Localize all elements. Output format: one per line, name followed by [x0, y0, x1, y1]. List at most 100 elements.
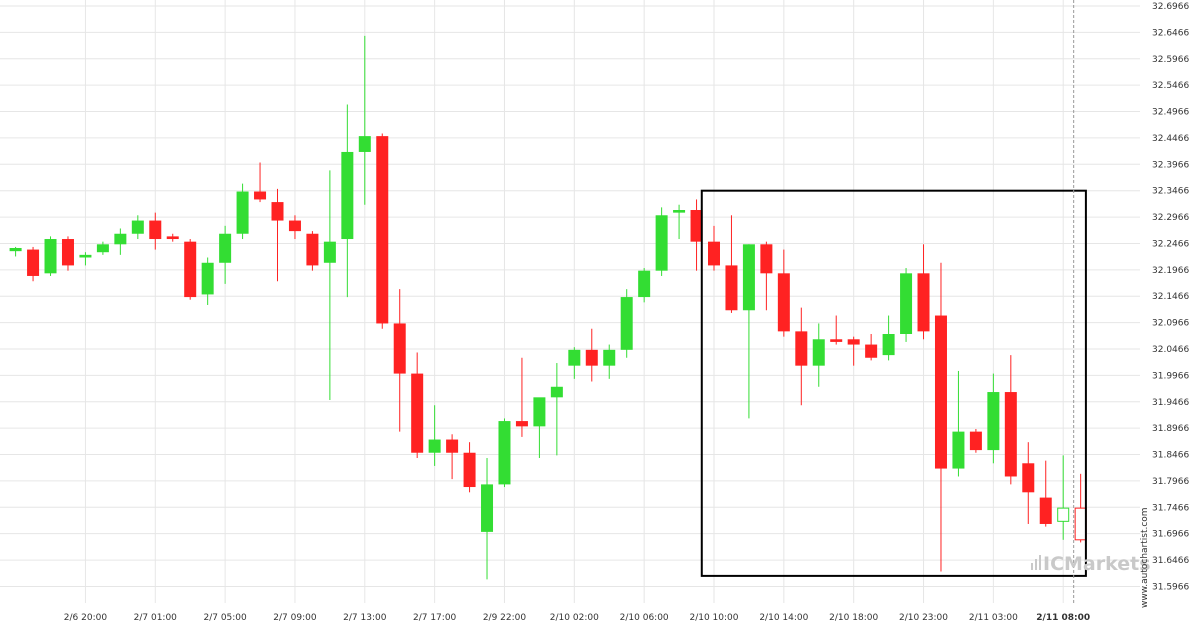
candle [568, 347, 581, 379]
candle-body [341, 151, 354, 240]
candle [708, 225, 720, 271]
x-tick-label: 2/7 09:00 [273, 613, 317, 623]
candle [271, 188, 284, 282]
y-tick-label: 32.0966 [1152, 319, 1189, 329]
watermark-bar-1 [1031, 563, 1033, 570]
y-tick-label: 32.3466 [1152, 187, 1189, 197]
candle-body [708, 241, 720, 266]
candle-body [638, 270, 651, 298]
y-tick-label: 32.6466 [1152, 28, 1189, 38]
y-tick-label: 32.4466 [1152, 134, 1189, 144]
candle [987, 373, 1000, 464]
candle [969, 428, 982, 453]
pattern-box [700, 189, 1087, 577]
y-tick-label: 31.7466 [1152, 503, 1189, 513]
candle-body [655, 215, 668, 271]
candle [760, 241, 773, 311]
candle-body [288, 220, 301, 232]
y-tick-label: 31.8466 [1152, 451, 1189, 461]
y-tick-label: 32.3966 [1152, 160, 1189, 170]
candle [376, 133, 389, 329]
x-tick-label: 2/10 06:00 [620, 613, 669, 623]
candle [219, 225, 232, 284]
candle-body [917, 273, 930, 332]
candle [690, 199, 703, 271]
x-tick-label: 2/7 17:00 [413, 613, 457, 623]
candle-body [393, 323, 406, 374]
candle [323, 170, 336, 400]
candle [934, 262, 947, 572]
x-tick-label: 2/11 03:00 [969, 613, 1018, 623]
candle-body [271, 202, 284, 221]
y-tick-label: 32.5966 [1152, 55, 1189, 65]
candle [673, 204, 686, 240]
candle-body [481, 484, 494, 532]
candle-body [44, 239, 57, 274]
candle-body [9, 247, 22, 252]
y-tick-label: 31.8966 [1152, 424, 1189, 434]
candle [620, 289, 633, 358]
candle [96, 241, 109, 255]
candle [463, 442, 476, 493]
candle [481, 458, 494, 580]
x-tick-label: 2/10 23:00 [899, 613, 948, 623]
x-tick-label: 2/10 10:00 [689, 613, 738, 623]
candle-body [323, 241, 336, 263]
pattern-overlay [700, 0, 1087, 603]
candle [254, 162, 267, 203]
candle-body [742, 244, 755, 311]
y-tick-label: 31.9466 [1152, 398, 1189, 408]
candle-body [358, 136, 371, 152]
candle-body [812, 339, 825, 366]
candle-body [795, 331, 808, 366]
y-tick-label: 32.2966 [1152, 213, 1189, 223]
candle [533, 397, 546, 459]
candle [882, 315, 895, 361]
candle [446, 434, 459, 480]
candle [847, 336, 860, 366]
candle [1057, 455, 1070, 540]
candle [812, 323, 825, 387]
candle [1004, 355, 1017, 485]
candle-body [934, 315, 947, 469]
candle-body [166, 236, 179, 240]
candle [795, 307, 808, 406]
candle [1039, 460, 1052, 527]
candle [498, 418, 511, 488]
watermark-brand-text: ICMarkets [1043, 553, 1151, 575]
candle [742, 244, 755, 419]
source-label: www.autochartist.com [1140, 507, 1150, 608]
candle [952, 370, 965, 477]
candle [725, 215, 738, 313]
candle-body [254, 191, 267, 200]
candle-body [96, 244, 109, 253]
candle-body [27, 249, 40, 276]
y-tick-label: 31.5966 [1152, 582, 1189, 592]
candle-body [777, 273, 790, 332]
y-tick-label: 32.0466 [1152, 345, 1189, 355]
candle [61, 236, 74, 271]
watermark-bar-2 [1035, 559, 1037, 570]
candle [44, 236, 57, 276]
candle [411, 352, 424, 459]
candle-body [515, 421, 528, 427]
candle-body [882, 334, 895, 356]
candle [550, 363, 563, 456]
candle [777, 249, 790, 337]
candle-body [690, 210, 703, 242]
candle-body [1074, 507, 1087, 541]
candle [900, 268, 913, 342]
candle-body [725, 265, 738, 311]
x-tick-label: 2/7 05:00 [203, 613, 247, 623]
candle [149, 212, 162, 250]
x-tick-label: 2/10 02:00 [550, 613, 599, 623]
candle-body [131, 220, 144, 234]
candle [830, 315, 843, 345]
candle-body [1039, 497, 1052, 524]
candle-body [533, 397, 546, 427]
y-tick-label: 32.1966 [1152, 266, 1189, 276]
x-tick-label: 2/10 18:00 [829, 613, 878, 623]
candle-body [760, 244, 773, 274]
y-axis-labels: 32.6966 32.6466 32.5966 32.5466 32.4966 32.44… [1152, 2, 1189, 592]
candle [655, 207, 668, 276]
